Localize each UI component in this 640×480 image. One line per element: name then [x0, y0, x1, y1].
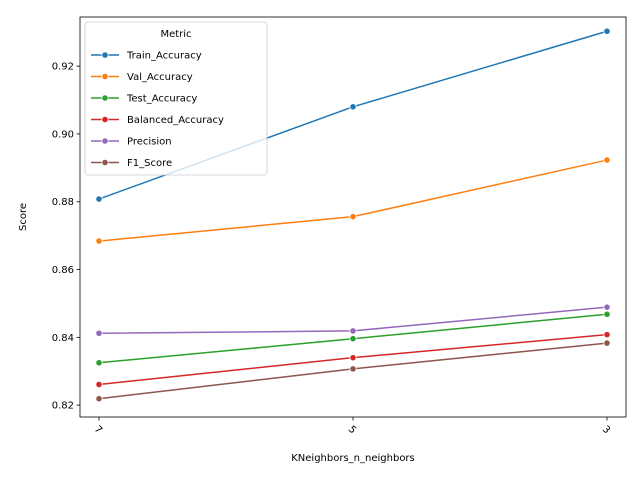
- data-point: [349, 327, 357, 335]
- data-point: [603, 310, 611, 318]
- series-test-accuracy: [95, 310, 611, 367]
- data-point: [95, 359, 103, 367]
- data-point: [603, 27, 611, 35]
- data-point: [349, 103, 357, 111]
- legend-swatch-marker: [101, 115, 109, 124]
- data-point: [349, 365, 357, 373]
- series-balanced-accuracy: [95, 331, 611, 389]
- legend-entry: Train_Accuracy: [91, 51, 202, 62]
- legend-box: [84, 21, 268, 176]
- legend-swatch-marker: [101, 94, 109, 102]
- data-point: [349, 335, 357, 343]
- y-tick-label: 0.84: [52, 333, 74, 344]
- legend-label: F1_Score: [127, 158, 172, 169]
- data-point: [95, 195, 103, 203]
- legend: Metric Train_Accuracy Val_Accuracy Test_Ac…: [84, 21, 268, 176]
- series-f1-score: [95, 339, 611, 403]
- legend-entry: Balanced_Accuracy: [91, 115, 224, 126]
- y-tick-label: 0.88: [52, 197, 74, 208]
- legend-label: Val_Accuracy: [127, 72, 193, 83]
- legend-entry: Test_Accuracy: [91, 94, 197, 105]
- legend-swatch-marker: [101, 72, 109, 81]
- series-val-accuracy: [95, 156, 611, 245]
- legend-entry: Val_Accuracy: [91, 72, 193, 83]
- y-tick-label: 0.90: [52, 129, 74, 140]
- data-point: [603, 156, 611, 164]
- y-tick-label: 0.86: [52, 265, 74, 276]
- y-axis: 0.82 0.84 0.86 0.88 0.90 0.92: [52, 62, 80, 412]
- data-point: [603, 303, 611, 311]
- legend-label: Test_Accuracy: [126, 94, 197, 105]
- data-point: [95, 329, 103, 337]
- x-axis-label: KNeighbors_n_neighbors: [291, 453, 415, 464]
- data-point: [349, 213, 357, 221]
- legend-entry: F1_Score: [91, 158, 172, 169]
- legend-label: Precision: [127, 137, 172, 148]
- legend-label: Balanced_Accuracy: [127, 115, 224, 126]
- legend-title: Metric: [160, 29, 191, 40]
- data-point: [603, 339, 611, 347]
- series-precision: [95, 303, 611, 337]
- y-axis-label: Score: [18, 203, 29, 231]
- data-point: [603, 331, 611, 339]
- data-point: [95, 237, 103, 245]
- legend-items: Train_Accuracy Val_Accuracy Test_Accuracy B…: [91, 51, 224, 169]
- y-tick-label: 0.82: [52, 401, 74, 412]
- y-tick-label: 0.92: [52, 62, 74, 73]
- legend-swatch-marker: [101, 51, 109, 59]
- legend-entry: Precision: [91, 137, 172, 148]
- data-point: [349, 354, 357, 362]
- legend-swatch-marker: [101, 137, 109, 145]
- legend-label: Train_Accuracy: [126, 51, 202, 62]
- data-point: [95, 395, 103, 403]
- data-point: [95, 380, 103, 389]
- legend-swatch-marker: [101, 158, 109, 167]
